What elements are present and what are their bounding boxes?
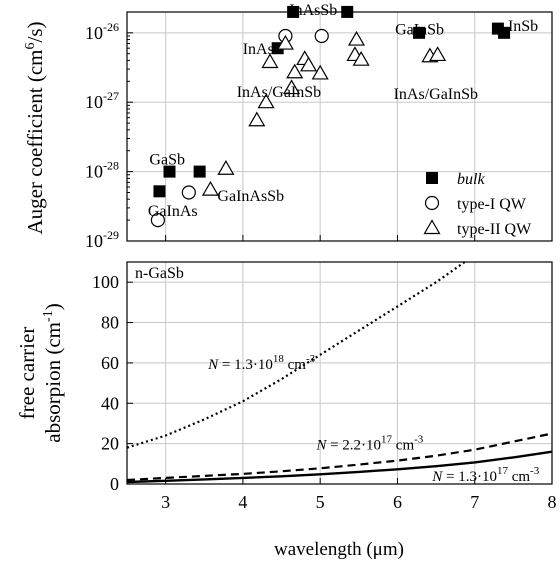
curve-solid — [126, 450, 553, 484]
bottom-gridlines — [127, 262, 552, 484]
type-ii-qw-point — [248, 111, 266, 127]
bottom-curve-labels: N = 1.3·1018 cm-3 N = 2.2·1017 cm-3 N = 1.… — [207, 353, 540, 485]
type-ii-qw-point — [283, 79, 301, 95]
bulk-point — [413, 26, 426, 39]
bottom-x-tick-label: 3 — [161, 492, 170, 512]
legend-bulk-marker — [426, 172, 438, 184]
legend-label: type-II QW — [457, 221, 532, 238]
bottom-x-tick-label: 7 — [470, 492, 479, 512]
material-label: InAs/GaInSb — [237, 84, 321, 101]
type-ii-qw-point — [429, 46, 447, 62]
type-ii-qw-point — [257, 93, 275, 109]
type-i-qw-point — [314, 28, 329, 44]
material-label: InAsSb — [289, 2, 337, 19]
type-ii-qw-point — [261, 53, 279, 69]
panel-label: n-GaSb — [135, 265, 184, 282]
legend-type-i-marker — [424, 195, 440, 211]
type-ii-qw-point — [300, 56, 318, 72]
bottom-x-tick-label: 8 — [548, 492, 557, 512]
type-ii-qw-point — [311, 64, 329, 80]
bottom-plot-frame — [126, 261, 553, 485]
material-label: GaInAsSb — [217, 188, 284, 205]
top-ticks: 10-29 10-28 10-27 10-26 — [85, 20, 553, 251]
bottom-curves — [126, 261, 553, 484]
material-label: InSb — [508, 18, 538, 35]
bottom-y-tick-label: 100 — [92, 272, 119, 292]
top-plot-frame — [126, 11, 553, 242]
bottom-y-tick-label: 60 — [101, 353, 119, 373]
material-label: GaInAs — [148, 203, 198, 220]
curve-dotted — [126, 261, 466, 449]
top-data-points — [150, 5, 511, 228]
curve-label: N = 1.3·1017 cm-3 — [431, 465, 539, 485]
type-ii-qw-point — [201, 180, 219, 196]
bottom-y-tick-label: 80 — [101, 313, 119, 333]
type-ii-qw-point — [286, 63, 304, 79]
x-axis-label: wavelength (μm) — [274, 539, 404, 560]
bulk-point — [153, 185, 166, 198]
bottom-x-tick-label: 6 — [393, 492, 402, 512]
top-y-tick-label: 10-26 — [85, 20, 119, 43]
bulk-point — [193, 165, 206, 178]
bottom-y-axis-label-line2: absorpion (cm-1) — [41, 303, 65, 442]
bottom-y-tick-label: 20 — [101, 434, 119, 454]
type-ii-qw-point — [352, 50, 370, 66]
bottom-x-tick-label: 4 — [238, 492, 247, 512]
type-ii-qw-point — [276, 34, 294, 50]
top-y-axis-label: Auger coefficient (cm6/s) — [23, 21, 47, 234]
type-i-qw-point — [181, 185, 196, 200]
top-y-tick-label: 10-29 — [85, 228, 119, 251]
type-ii-qw-point — [347, 30, 366, 46]
material-label: GaSb — [149, 151, 185, 168]
bottom-y-tick-label: 0 — [110, 474, 119, 494]
legend: bulk type-I QW type-II QW — [423, 171, 532, 238]
material-label: InAs — [243, 41, 274, 58]
type-i-qw-point — [150, 213, 166, 228]
top-annotations: InAsSb GaInSb InSb InAs InAs/GaInSb InAs/GaIn… — [148, 2, 538, 220]
bottom-x-tick-label: 5 — [316, 492, 325, 512]
legend-label: type-I QW — [457, 196, 527, 213]
curve-dashed — [126, 432, 553, 482]
top-y-tick-label: 10-28 — [85, 159, 119, 182]
legend-label: bulk — [457, 171, 485, 188]
bulk-point — [163, 165, 176, 178]
top-y-tick-label: 10-27 — [85, 89, 119, 112]
curve-label: N = 2.2·1017 cm-3 — [315, 434, 423, 454]
bottom-y-axis-label-line1: free carrier — [15, 327, 39, 420]
legend-type-ii-marker — [423, 219, 441, 235]
bulk-point — [491, 22, 504, 35]
bulk-point — [498, 26, 511, 39]
bottom-y-tick-label: 40 — [101, 393, 119, 413]
material-label: InAs/GaInSb — [394, 86, 478, 103]
material-label: GaInSb — [395, 22, 444, 39]
type-ii-qw-point — [217, 160, 235, 175]
curve-label: N = 1.3·1018 cm-3 — [207, 353, 315, 373]
